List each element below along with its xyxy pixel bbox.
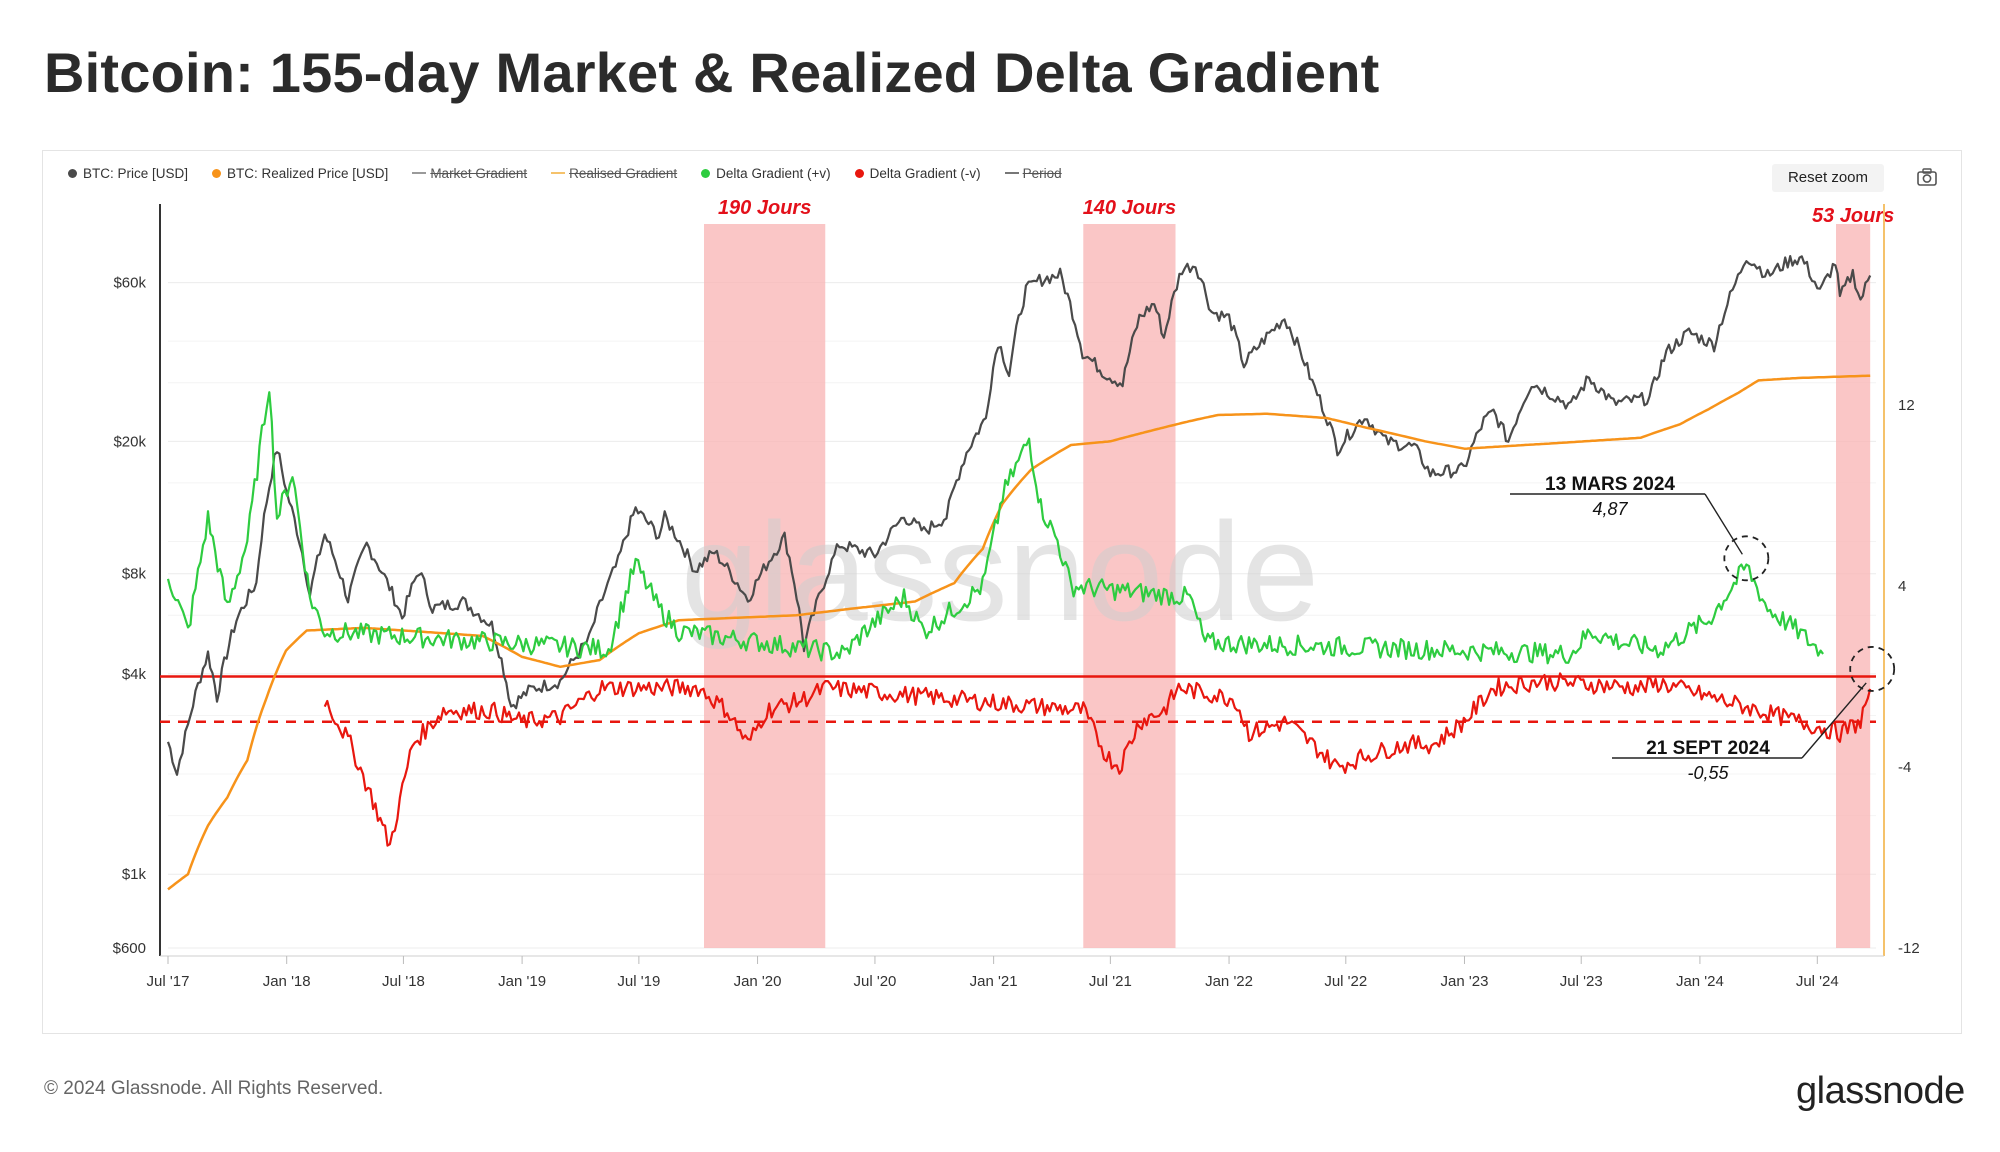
annotation-title: 13 MARS 2024 <box>1545 474 1675 495</box>
chart-legend: BTC: Price [USD] BTC: Realized Price [USD… <box>68 162 1086 184</box>
watermark: glassnode <box>681 493 1319 650</box>
reset-zoom-button[interactable]: Reset zoom <box>1772 164 1884 192</box>
legend-marker <box>412 172 427 174</box>
annotation-title: 21 SEPT 2024 <box>1646 738 1770 759</box>
legend-label: Period <box>1022 165 1062 181</box>
legend-item[interactable]: BTC: Realized Price [USD] <box>212 166 388 181</box>
series-line <box>166 255 1872 776</box>
series-line <box>166 391 1824 665</box>
period-label: 140 Jours <box>1083 197 1176 219</box>
y-left-tick-label: $4k <box>122 666 147 683</box>
x-tick-label: Jul '24 <box>1796 973 1839 990</box>
legend-marker <box>68 168 77 178</box>
legend-marker <box>212 168 222 178</box>
legend-item[interactable]: Delta Gradient (-v) <box>854 165 981 181</box>
y-left-tick-label: $20k <box>113 433 146 450</box>
legend-label: Realised Gradient <box>569 165 678 181</box>
x-tick-label: Jan '20 <box>734 973 782 990</box>
legend-item[interactable]: BTC: Price [USD] <box>68 166 188 181</box>
x-tick-label: Jan '21 <box>970 973 1018 990</box>
annotation-leader <box>1704 493 1743 555</box>
legend-item[interactable]: Realised Gradient <box>551 166 677 181</box>
shaded-period <box>704 224 826 948</box>
y-left-tick-label: $8k <box>122 566 147 583</box>
x-tick-label: Jan '19 <box>498 973 546 990</box>
legend-marker <box>1004 172 1019 174</box>
annotation-value: -0,55 <box>1687 763 1729 783</box>
copyright-footer: © 2024 Glassnode. All Rights Reserved. <box>44 1078 384 1099</box>
x-tick-label: Jul '23 <box>1560 973 1603 990</box>
x-tick-label: Jul '20 <box>853 973 896 990</box>
legend-marker <box>701 168 711 178</box>
annotation-circle <box>1723 535 1770 582</box>
legend-label: BTC: Realized Price [USD] <box>227 165 389 181</box>
legend-label: BTC: Price [USD] <box>83 165 189 181</box>
x-tick-label: Jul '21 <box>1089 973 1132 990</box>
legend-item[interactable]: Period <box>1004 165 1062 181</box>
chart-frame <box>42 150 1962 1034</box>
legend-item[interactable]: Delta Gradient (+v) <box>701 165 831 181</box>
period-label: 53 Jours <box>1812 205 1894 227</box>
shaded-period <box>1836 224 1871 948</box>
y-right-tick-label: 4 <box>1898 578 1906 595</box>
legend-label: Delta Gradient (-v) <box>869 165 981 181</box>
camera-icon[interactable] <box>1916 167 1938 187</box>
x-tick-label: Jan '22 <box>1205 973 1253 990</box>
x-tick-label: Jan '18 <box>263 973 311 990</box>
glassnode-logo: glassnode <box>1796 1070 1965 1112</box>
x-tick-label: Jul '18 <box>382 973 425 990</box>
y-right-tick-label: -4 <box>1898 759 1911 776</box>
y-right-tick-label: -12 <box>1898 940 1920 957</box>
series-line <box>323 672 1872 847</box>
legend-marker <box>854 168 864 178</box>
x-tick-label: Jul '19 <box>617 973 660 990</box>
legend-label: Market Gradient <box>430 165 528 181</box>
y-left-tick-label: $1k <box>122 866 147 883</box>
x-tick-label: Jan '24 <box>1676 973 1724 990</box>
legend-label: Delta Gradient (+v) <box>716 165 831 181</box>
x-tick-label: Jul '17 <box>147 973 190 990</box>
y-left-tick-label: $600 <box>113 940 146 957</box>
annotation-circle <box>1849 646 1896 692</box>
annotation-leader <box>1801 682 1867 759</box>
legend-marker <box>551 172 566 174</box>
period-label: 190 Jours <box>718 197 811 219</box>
annotation-value: 4,87 <box>1592 499 1628 519</box>
x-tick-label: Jan '23 <box>1441 973 1489 990</box>
page-title: Bitcoin: 155-day Market & Realized Delta… <box>44 41 1380 104</box>
y-right-tick-label: 12 <box>1898 397 1915 414</box>
y-left-tick-label: $60k <box>113 275 146 292</box>
x-tick-label: Jul '22 <box>1324 973 1367 990</box>
legend-item[interactable]: Market Gradient <box>412 166 527 181</box>
